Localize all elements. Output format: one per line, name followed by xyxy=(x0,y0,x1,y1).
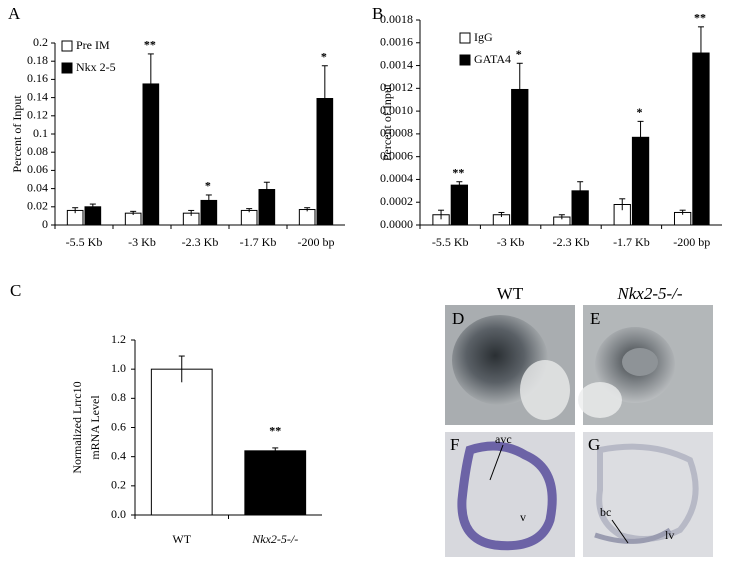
y-tick-label: 0.0016 xyxy=(380,35,413,49)
legend-label: GATA4 xyxy=(474,52,511,66)
panel-letter: B xyxy=(372,4,383,23)
bar xyxy=(450,184,469,226)
x-tick-label: -5.5 Kb xyxy=(432,235,469,249)
significance: ** xyxy=(269,424,281,438)
y-tick-label: 0.0006 xyxy=(380,148,413,162)
bar xyxy=(240,209,258,226)
legend-label: Nkx 2-5 xyxy=(76,60,116,74)
panel-letter: A xyxy=(8,4,21,23)
y-tick-label: 0.06 xyxy=(27,162,48,176)
image-label: bc xyxy=(600,505,611,519)
x-tick-label: -3 Kb xyxy=(497,235,525,249)
y-axis-label: mRNA Level xyxy=(88,395,102,460)
y-tick-label: 0.0 xyxy=(111,507,126,521)
y-tick-label: 0.08 xyxy=(27,144,48,158)
y-tick-label: 0 xyxy=(42,217,48,231)
x-tick-label: -200 bp xyxy=(673,235,710,249)
bar xyxy=(150,368,213,516)
panel-letter: C xyxy=(10,281,21,300)
y-tick-label: 0.14 xyxy=(27,89,48,103)
x-tick-label: -3 Kb xyxy=(128,235,156,249)
pointer xyxy=(489,444,504,481)
x-tick-label: -2.3 Kb xyxy=(182,235,219,249)
x-tick-label: -5.5 Kb xyxy=(66,235,103,249)
x-tick-label: -2.3 Kb xyxy=(553,235,590,249)
panel-letter: G xyxy=(588,435,600,454)
y-axis-label: Normalized Lrrc10 xyxy=(70,381,84,473)
panel-letter: F xyxy=(450,435,459,454)
panel-letter: E xyxy=(590,309,600,328)
panel-letter: D xyxy=(452,309,464,328)
legend-swatch xyxy=(459,32,471,44)
y-tick-label: 0.0002 xyxy=(380,194,413,208)
significance: ** xyxy=(694,11,706,25)
pointer xyxy=(611,519,629,544)
y-tick-label: 0.18 xyxy=(27,53,48,67)
legend-swatch xyxy=(61,62,73,74)
image-label: lv xyxy=(665,528,674,542)
y-tick-label: 0.0000 xyxy=(380,217,413,231)
image-heading: Nkx2-5-/- xyxy=(616,284,682,303)
legend-label: Pre IM xyxy=(76,38,110,52)
legend-swatch xyxy=(459,54,471,66)
significance: * xyxy=(205,179,211,193)
y-tick-label: 0.0008 xyxy=(380,126,413,140)
y-tick-label: 0.1 xyxy=(33,126,48,140)
bar xyxy=(244,450,307,516)
x-tick-label: -1.7 Kb xyxy=(613,235,650,249)
significance: ** xyxy=(144,38,156,52)
significance: * xyxy=(321,50,327,64)
x-tick-label: WT xyxy=(172,532,191,546)
bar xyxy=(298,209,316,226)
image-heading: WT xyxy=(497,284,524,303)
y-tick-label: 0.0012 xyxy=(380,80,413,94)
y-tick-label: 0.0010 xyxy=(380,103,413,117)
significance: * xyxy=(516,47,522,61)
y-tick-label: 0.2 xyxy=(33,35,48,49)
y-tick-label: 0.8 xyxy=(111,390,126,404)
y-tick-label: 1.0 xyxy=(111,361,126,375)
y-tick-label: 0.12 xyxy=(27,108,48,122)
significance: * xyxy=(637,105,643,119)
x-tick-label: -1.7 Kb xyxy=(240,235,277,249)
y-tick-label: 0.02 xyxy=(27,199,48,213)
image-e xyxy=(578,305,713,425)
image-f xyxy=(445,432,575,557)
y-tick-label: 0.6 xyxy=(111,419,126,433)
image-g xyxy=(583,432,713,557)
y-axis-label: Percent of Input xyxy=(10,95,24,173)
image-label: v xyxy=(520,510,526,524)
legend-swatch xyxy=(61,40,73,52)
y-tick-label: 0.2 xyxy=(111,478,126,492)
image-label: avc xyxy=(495,432,512,446)
y-tick-label: 0.0014 xyxy=(380,57,413,71)
y-tick-label: 0.04 xyxy=(27,180,48,194)
x-tick-label: -200 bp xyxy=(298,235,335,249)
legend-label: IgG xyxy=(474,30,493,44)
y-axis-label: Percent of Input xyxy=(380,83,394,161)
significance: ** xyxy=(452,165,464,179)
x-tick-label: Nkx2-5-/- xyxy=(251,532,298,546)
y-tick-label: 0.0018 xyxy=(380,12,413,26)
y-tick-label: 0.0004 xyxy=(380,171,413,185)
y-tick-label: 0.16 xyxy=(27,71,48,85)
y-tick-label: 0.4 xyxy=(111,448,126,462)
y-tick-label: 1.2 xyxy=(111,332,126,346)
image-d xyxy=(445,305,575,425)
